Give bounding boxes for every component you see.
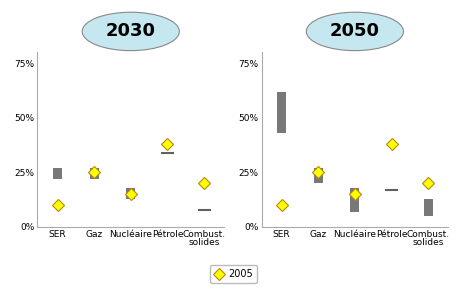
Ellipse shape <box>82 12 179 51</box>
Legend: 2005: 2005 <box>211 265 256 283</box>
Bar <box>424 199 433 216</box>
Text: 2050: 2050 <box>330 22 380 40</box>
Bar <box>90 168 99 179</box>
Bar <box>314 168 323 183</box>
Ellipse shape <box>306 12 403 51</box>
Bar <box>350 188 360 212</box>
Bar <box>126 188 135 199</box>
Bar <box>53 168 62 179</box>
Text: 2030: 2030 <box>106 22 156 40</box>
Bar <box>277 92 286 133</box>
